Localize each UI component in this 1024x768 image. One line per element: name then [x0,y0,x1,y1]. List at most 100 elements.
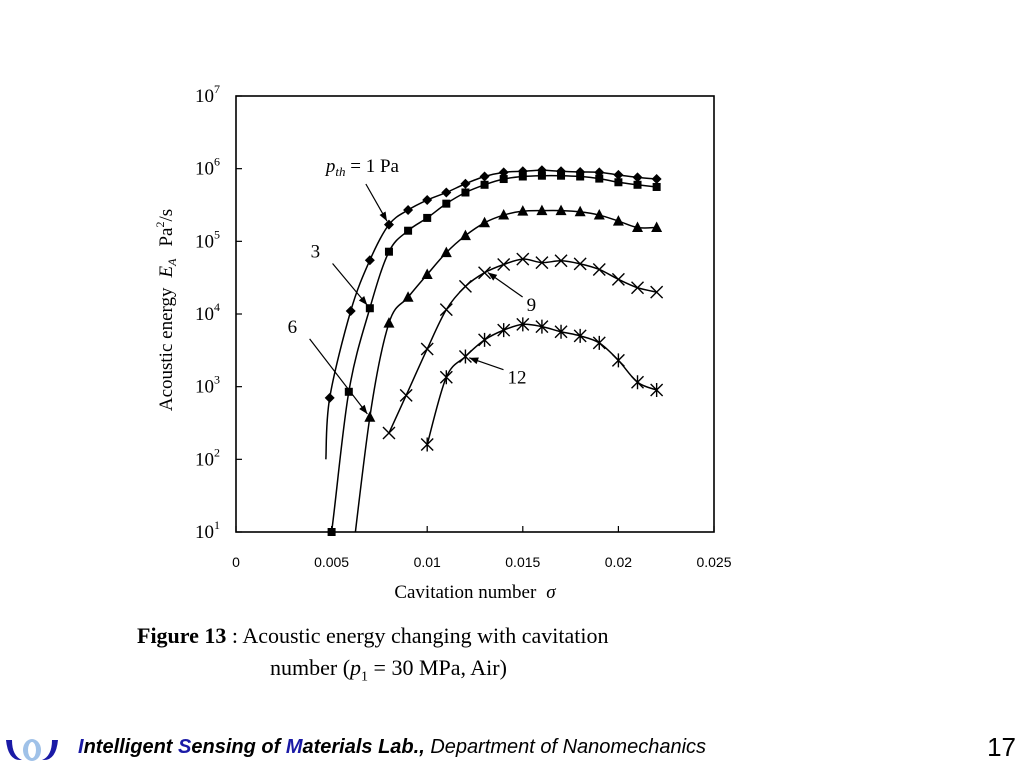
department-name: Department of Nanomechanics [424,736,707,758]
annotation-p9: 9 [487,272,537,316]
data-point [399,388,413,402]
series-x [382,252,664,440]
x-tick-label: 0.025 [696,554,731,570]
data-point [651,221,663,233]
data-point [423,213,432,222]
annotation-p1: pth = 1 Pa [324,156,400,222]
data-point [402,291,414,302]
data-point [442,199,451,208]
data-point [535,256,549,270]
data-point [420,437,434,452]
data-point [652,182,661,191]
series-line [354,209,657,532]
x-axis-label: Cavitation number σ [394,582,556,603]
data-point [574,205,586,217]
data-point [459,229,471,241]
data-point [651,174,662,185]
data-point [517,205,529,216]
annotation-label: 9 [527,295,537,316]
annotation-leader [309,338,368,415]
data-point [535,319,549,334]
data-point [557,171,566,180]
data-point [324,392,335,403]
data-point [516,252,530,266]
data-point [613,169,624,180]
data-point [595,174,604,183]
data-point [364,255,375,266]
data-point [518,172,527,181]
x-tick-label: 0.01 [414,554,441,570]
data-point [422,195,433,206]
annotation-arrowhead [359,404,368,415]
y-tick-label: 103 [195,373,220,398]
x-tick-label: 0 [232,554,240,570]
annotation-arrowhead [469,357,479,365]
data-point [383,219,394,230]
data-point [384,247,393,256]
data-point [633,180,642,189]
lab-logo-icon [6,739,58,761]
annotation-leader [332,263,368,306]
data-point [632,172,643,183]
annotation-arrowhead [379,211,387,222]
caption-line-1: Figure 13 : Acoustic energy changing wit… [137,620,837,652]
y-tick-label: 106 [195,155,220,180]
data-point [554,254,568,268]
caption-text: : Acoustic energy changing with cavitati… [226,623,609,648]
annotation-p6: 6 [288,317,368,415]
chart: 101 102 103 104 105 106 107 0 0.005 0.01 0.015 0.0… [153,82,732,603]
data-point [612,215,624,226]
series-line [325,169,657,460]
data-point [365,304,374,313]
data-point [554,324,568,339]
data-point [632,221,644,233]
lab-name: Intelligent Sensing of Materials Lab., D… [78,736,707,758]
caption-figure-number: Figure 13 [137,623,227,648]
data-point [593,209,605,220]
annotation-label: 6 [288,317,298,338]
data-point [516,317,530,332]
data-point [461,188,470,197]
data-point [364,411,376,422]
slide-footer: Intelligent Sensing of Materials Lab., D… [0,728,1024,768]
x-tick-group: 0 0.005 0.01 0.015 0.02 0.025 [232,526,732,570]
data-point [478,266,492,280]
y-tick-label: 101 [195,518,220,543]
data-point [344,387,353,396]
data-point [382,426,396,440]
series-group [324,165,664,536]
data-point [611,272,625,286]
data-point [592,262,606,276]
series-diamond [324,165,662,460]
data-point [404,226,413,235]
data-point [614,178,623,187]
plot-frame [235,95,715,533]
data-point [573,257,587,271]
data-point [403,204,414,215]
y-tick-label: 102 [195,445,220,470]
annotation-label: pth = 1 Pa [324,156,400,179]
data-point [536,204,548,216]
data-point [497,258,511,271]
data-point [631,281,645,295]
annotation-p12: 12 [469,357,527,389]
data-point [479,216,491,228]
data-point [650,382,664,397]
y-tick-group: 101 102 103 104 105 106 107 [195,82,242,543]
data-point [576,172,585,181]
data-point [631,375,645,390]
series-triangle [354,204,663,532]
data-point [421,268,433,279]
data-point [497,323,511,338]
series-square [327,171,661,536]
data-point [650,285,664,299]
data-point [440,246,452,258]
annotation-p3: 3 [311,241,368,306]
data-point [420,342,434,356]
annotation-label: 12 [508,368,527,389]
data-point [458,349,472,364]
y-axis-label: Acoustic energyEAPa2/s [153,209,179,411]
x-tick-label: 0.015 [505,554,540,570]
x-tick-label: 0.02 [605,554,632,570]
y-tick-label: 104 [195,300,220,325]
